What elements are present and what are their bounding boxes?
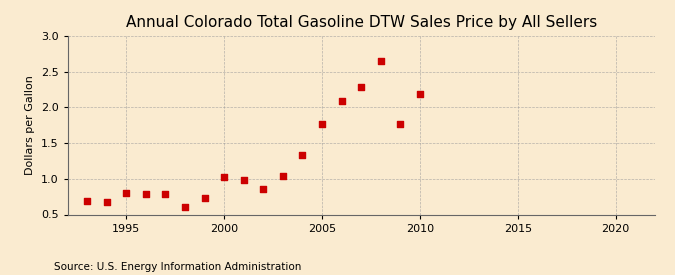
Point (82, 199, 92, 203)
Point (375, 59, 386, 63)
Point (317, 122, 327, 127)
Point (101, 199, 112, 204)
Point (180, 205, 190, 210)
Point (121, 191, 132, 195)
Point (238, 178, 249, 182)
Title: Annual Colorado Total Gasoline DTW Sales Price by All Sellers: Annual Colorado Total Gasoline DTW Sales… (126, 15, 597, 31)
Point (395, 122, 406, 127)
Point (414, 92, 425, 96)
Point (160, 192, 171, 196)
Point (297, 153, 308, 157)
Point (356, 84, 367, 89)
Point (336, 99, 347, 103)
Y-axis label: Dollars per Gallon: Dollars per Gallon (25, 75, 35, 175)
Text: Source: U.S. Energy Information Administration: Source: U.S. Energy Information Administ… (54, 262, 301, 272)
Point (140, 192, 151, 196)
Point (199, 196, 210, 200)
Point (258, 186, 269, 191)
Point (219, 175, 230, 180)
Point (277, 174, 288, 178)
